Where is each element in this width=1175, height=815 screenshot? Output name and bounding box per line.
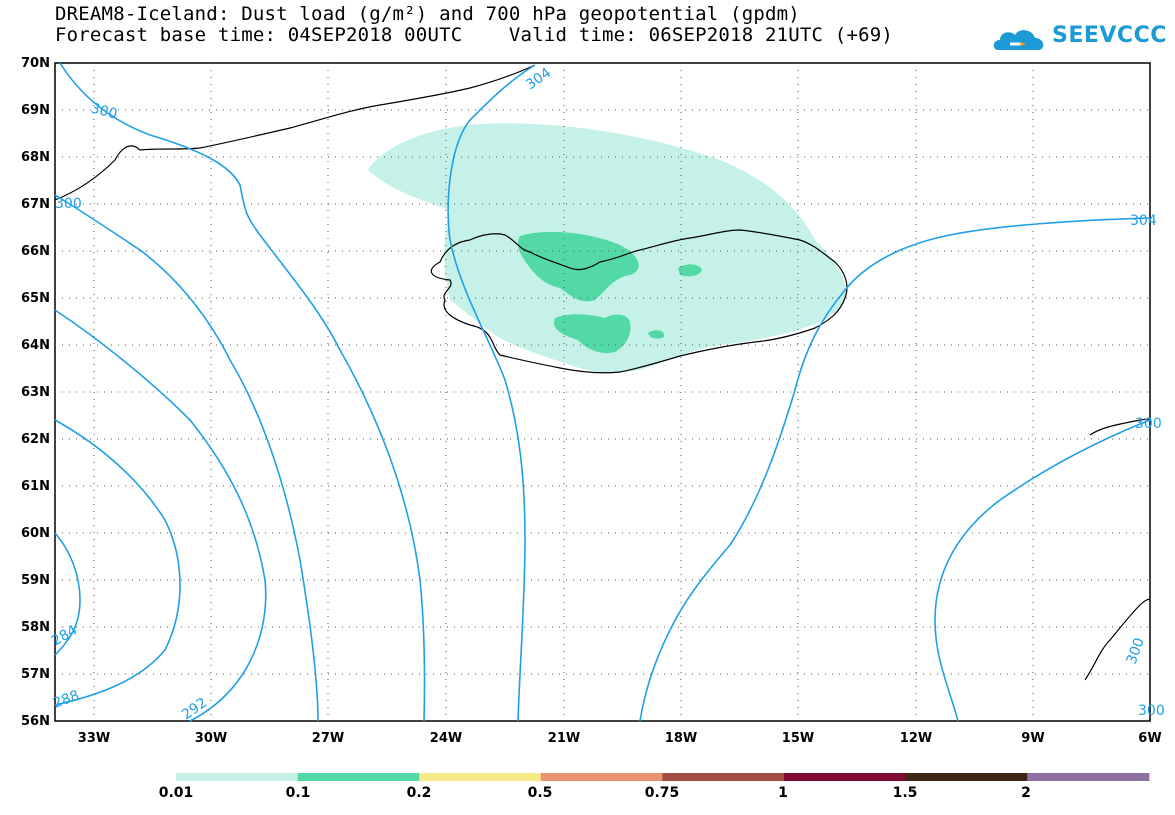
map-title: DREAM8-Iceland: Dust load (g/m²) and 700…: [55, 3, 800, 25]
contour-label: 300: [1138, 703, 1165, 719]
colorbar-label: 0.2: [406, 785, 432, 801]
dust-region-mid-2: [554, 314, 631, 354]
colorbar-swatch: [540, 773, 663, 781]
lat-label: 57N: [21, 667, 50, 682]
coastlines: [54, 64, 1151, 681]
lat-label: 61N: [21, 479, 50, 494]
lat-label: 70N: [21, 56, 50, 71]
lon-label: 24W: [429, 731, 463, 746]
colorbar-swatch: [662, 773, 785, 781]
contour-line: [447, 64, 536, 722]
colorbar-label: 1: [778, 785, 788, 801]
lat-label: 59N: [21, 573, 50, 588]
lat-label: 66N: [21, 244, 50, 259]
contour-line: [59, 62, 426, 722]
lat-label: 64N: [21, 338, 50, 353]
colorbar-swatch: [419, 773, 542, 781]
colorbar-swatch: [297, 773, 420, 781]
dust-region-mid: [517, 231, 639, 302]
contour-line: [934, 419, 1151, 722]
colorbar-swatch: [784, 773, 907, 781]
lat-label: 62N: [21, 432, 50, 447]
lon-label: 27W: [311, 731, 345, 746]
colorbar-swatch: [176, 773, 299, 781]
greenland-coast: [54, 64, 536, 201]
lat-label: 58N: [21, 620, 50, 635]
colorbar-swatch: [1027, 773, 1150, 781]
lat-label: 68N: [21, 150, 50, 165]
lon-label: 12W: [899, 731, 933, 746]
colorbar-label: 0.1: [285, 785, 311, 801]
lon-label: 18W: [664, 731, 698, 746]
lon-label: 30W: [194, 731, 228, 746]
lon-label: 21W: [547, 731, 581, 746]
contour-label: 300: [55, 196, 82, 212]
lon-label: 33W: [77, 731, 111, 746]
colorbar-swatch: [905, 773, 1028, 781]
contour-label: 304: [1130, 213, 1157, 229]
lat-label: 67N: [21, 197, 50, 212]
colorbar-label: 0.01: [158, 785, 194, 801]
lat-label: 65N: [21, 291, 50, 306]
map-subtitle: Forecast base time: 04SEP2018 00UTC Vali…: [55, 24, 894, 46]
contour-line: [54, 532, 81, 656]
lat-label: 60N: [21, 526, 50, 541]
contour-line: [639, 217, 1151, 722]
colorbar-label: 1.5: [892, 785, 918, 801]
lat-label: 63N: [21, 385, 50, 400]
colorbar-label: 0.5: [527, 785, 553, 801]
faroe-coast: [1089, 418, 1151, 436]
lon-label: 15W: [781, 731, 815, 746]
lon-label: 9W: [1021, 731, 1045, 746]
cloud-icon: [993, 30, 1044, 50]
grid-lines: [55, 63, 1150, 721]
dust-region-mid-3: [648, 264, 702, 339]
lon-label: 6W: [1138, 731, 1162, 746]
geopotential-contours: [54, 62, 1151, 722]
lat-label: 56N: [21, 714, 50, 729]
lat-label: 69N: [21, 103, 50, 118]
colorbar-label: 2: [1021, 785, 1031, 801]
colorbar-label: 0.75: [644, 785, 680, 801]
logo-text: SEEVCCC: [1052, 23, 1167, 48]
iceland-coast: [430, 229, 848, 374]
contour-label: 300: [1135, 416, 1162, 432]
contour-line: [54, 419, 181, 706]
contour-line: [54, 309, 267, 722]
contour-line: [54, 194, 319, 722]
colorbar: [176, 773, 1150, 781]
contour-label: 300: [89, 100, 119, 122]
scotland-coast: [1084, 598, 1151, 681]
